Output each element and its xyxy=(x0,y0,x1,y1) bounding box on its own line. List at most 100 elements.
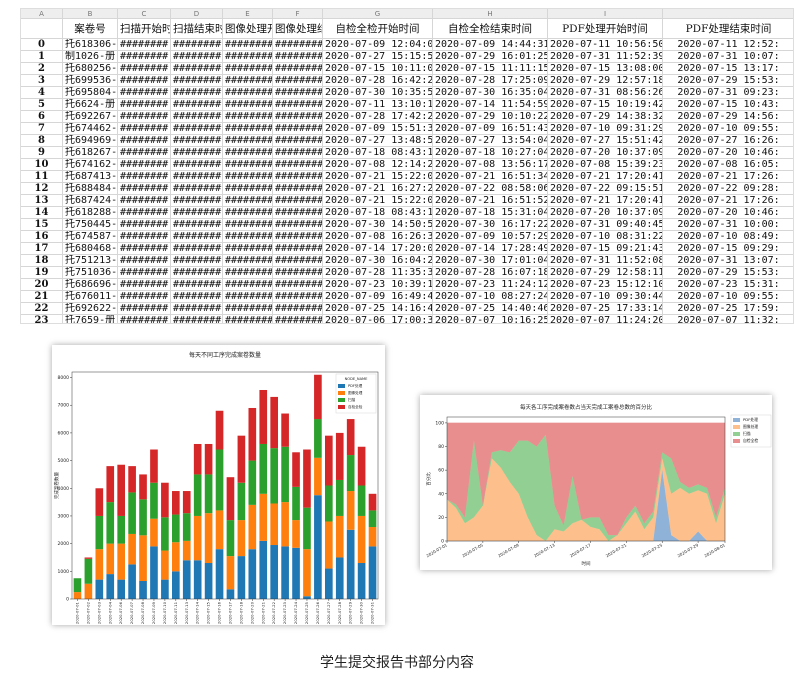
table-cell: 2020-07-25 14:40:46 xyxy=(433,303,548,315)
row-index: 2 xyxy=(21,63,63,75)
bar-segment xyxy=(215,410,224,450)
bar-segment xyxy=(117,543,126,580)
bar-segment xyxy=(171,514,180,543)
bar-segment xyxy=(368,493,377,511)
bar-segment xyxy=(161,550,169,580)
header-cell: 图像处理结束时间 xyxy=(273,19,323,39)
table-cell: ######## xyxy=(118,231,171,243)
y-tick-label: 80 xyxy=(438,444,444,450)
table-cell: ######## xyxy=(223,99,273,111)
table-cell: 2020-07-21 16:51:52 xyxy=(433,195,548,207)
table-cell: ######## xyxy=(223,171,273,183)
bar-segment xyxy=(106,543,115,575)
table-cell: 2020-07-29 15:53: xyxy=(663,267,793,279)
table-cell: 2020-07-06 17:00:36 xyxy=(323,315,433,323)
column-letter: F xyxy=(273,9,323,19)
y-tick-label: 5000 xyxy=(58,458,70,464)
bar-segment xyxy=(117,515,126,544)
table-cell: ######## xyxy=(171,87,223,99)
x-tick-label: 2020-07-08 xyxy=(140,601,145,624)
table-cell: ######## xyxy=(171,231,223,243)
table-cell: 2020-07-14 17:28:49 xyxy=(433,243,548,255)
bar-segment xyxy=(226,520,235,557)
bar-segment xyxy=(314,419,322,458)
table-cell: ######## xyxy=(273,99,323,111)
table-cell: 2020-07-27 15:15:57 xyxy=(323,51,433,63)
table-cell: 托750445- xyxy=(63,219,118,231)
bar-segment xyxy=(215,449,224,511)
table-cell: 托695804- xyxy=(63,87,118,99)
y-tick-label: 2000 xyxy=(58,541,70,547)
table-cell: 2020-07-18 15:31:04 xyxy=(433,207,548,219)
table-cell: 2020-07-23 15:12:10 xyxy=(548,279,663,291)
table-cell: ######## xyxy=(273,39,323,51)
bar-segment xyxy=(150,518,158,547)
header-cell: 自检全检开始时间 xyxy=(323,19,433,39)
table-cell: ######## xyxy=(273,51,323,63)
table-cell: 2020-07-21 15:22:07 xyxy=(323,195,433,207)
header-cell: 自检全检结束时间 xyxy=(433,19,548,39)
table-cell: ######## xyxy=(171,75,223,87)
table-cell: 托618288- xyxy=(63,207,118,219)
bar-segment xyxy=(335,515,344,558)
table-cell: 托6624-册 xyxy=(63,99,118,111)
table-cell: 2020-07-23 10:39:14 xyxy=(323,279,433,291)
table-cell: ######## xyxy=(118,315,171,323)
table-cell: 2020-07-31 10:00: xyxy=(663,219,793,231)
table-cell: 2020-07-28 16:42:24 xyxy=(323,75,433,87)
row-index: 22 xyxy=(21,303,63,315)
bar-segment xyxy=(314,457,322,496)
table-cell: 2020-07-27 15:51:42 xyxy=(548,135,663,147)
table-cell: 2020-07-29 14:38:32 xyxy=(548,111,663,123)
table-cell: 2020-07-22 09:15:51 xyxy=(548,183,663,195)
x-tick-label: 2020-07-09 xyxy=(151,601,156,624)
table-cell: ######## xyxy=(171,39,223,51)
bar-segment xyxy=(303,449,311,508)
table-cell: ######## xyxy=(171,267,223,279)
x-tick-label: 2020-07-31 xyxy=(370,601,375,624)
table-cell: 2020-07-21 16:27:26 xyxy=(323,183,433,195)
table-cell: ######## xyxy=(223,195,273,207)
table-cell: ######## xyxy=(118,123,171,135)
bar-segment xyxy=(193,474,202,516)
bar-segment xyxy=(117,579,126,599)
legend-label: PDF处理 xyxy=(743,417,758,422)
bar-segment xyxy=(368,510,377,528)
bar-segment xyxy=(303,507,311,550)
table-cell: ######## xyxy=(118,303,171,315)
x-tick-label: 2020-07-04 xyxy=(107,601,112,624)
bar-segment xyxy=(368,546,377,599)
bar-segment xyxy=(346,491,355,530)
header-cell: 扫描结束时间 xyxy=(171,19,223,39)
column-letter: G xyxy=(323,9,433,19)
table-cell: ######## xyxy=(118,75,171,87)
bar-segment xyxy=(226,589,235,599)
table-cell: ######## xyxy=(273,159,323,171)
table-cell: ######## xyxy=(171,315,223,323)
table-cell: ######## xyxy=(223,39,273,51)
table-cell: 2020-07-27 16:26: xyxy=(663,135,793,147)
table-cell: ######## xyxy=(273,195,323,207)
table-cell: 2020-07-29 14:56: xyxy=(663,111,793,123)
row-index: 17 xyxy=(21,243,63,255)
bar-segment xyxy=(357,515,366,564)
row-index: 21 xyxy=(21,291,63,303)
x-tick-label: 2020-07-05 xyxy=(461,542,484,558)
bar-segment xyxy=(259,540,268,599)
table-cell: 2020-07-15 13:17: xyxy=(663,63,793,75)
x-tick-label: 2020-07-13 xyxy=(533,542,556,558)
bar-segment xyxy=(95,549,104,580)
bar-segment xyxy=(128,564,136,599)
table-cell: ######## xyxy=(118,279,171,291)
table-cell: 2020-07-30 10:35:57 xyxy=(323,87,433,99)
table-cell: ######## xyxy=(118,159,171,171)
plot-frame xyxy=(446,416,726,542)
table-cell: 2020-07-30 14:50:58 xyxy=(323,219,433,231)
table-cell: ######## xyxy=(118,195,171,207)
x-tick-label: 2020-07-11 xyxy=(173,601,178,624)
table-cell: ######## xyxy=(273,135,323,147)
area-chart-panel: 每天各工序完成案卷数占当天完成工案卷总数的百分比 百分比 时间 0 20 40 60 80 10… xyxy=(420,395,772,570)
table-cell: ######## xyxy=(118,87,171,99)
bar-segment xyxy=(237,556,246,599)
